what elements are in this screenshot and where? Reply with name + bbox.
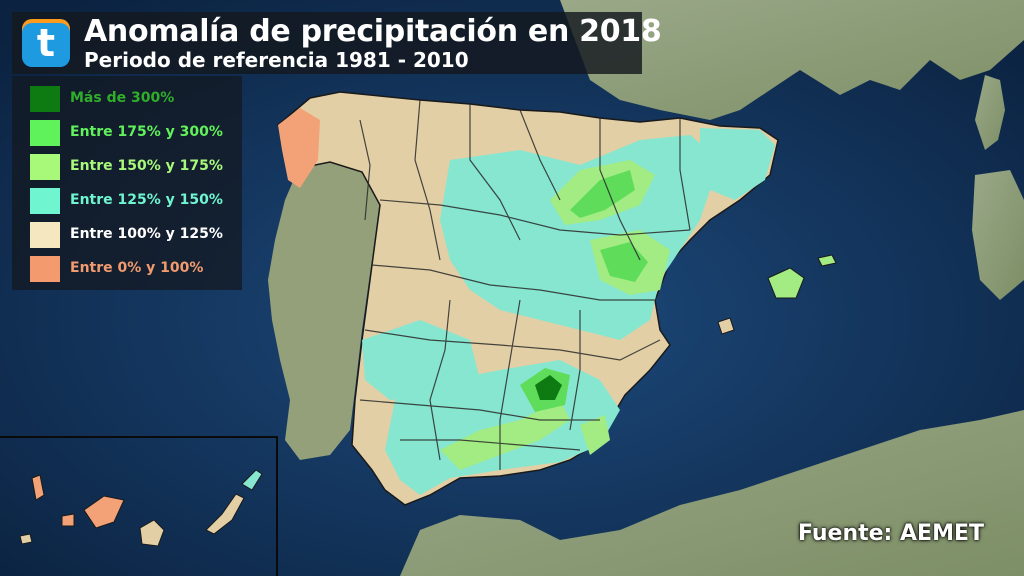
brand-logo: t	[22, 19, 70, 67]
corsica-island	[975, 75, 1005, 150]
lanzarote-island	[241, 469, 263, 491]
legend-label: Entre 125% y 150%	[70, 192, 223, 208]
legend-swatch	[30, 154, 60, 180]
legend-label: Entre 150% y 175%	[70, 158, 223, 174]
canary-islands-inset-frame	[0, 436, 278, 576]
mallorca-island	[767, 267, 805, 299]
legend-item: Entre 175% y 300%	[30, 118, 242, 146]
legend-item: Más de 300%	[30, 84, 242, 112]
canary-islands	[19, 469, 263, 547]
legend-label: Entre 100% y 125%	[70, 226, 223, 242]
portugal-landmass	[268, 160, 380, 460]
legend-swatch	[30, 188, 60, 214]
legend-swatch	[30, 120, 60, 146]
source-credit: Fuente: AEMET	[797, 521, 984, 546]
legend-swatch	[30, 86, 60, 112]
tenerife-island	[83, 495, 125, 529]
el-hierro-island	[19, 533, 33, 545]
title-panel: t Anomalía de precipitación en 2018 Peri…	[12, 12, 662, 74]
province-borders	[359, 99, 691, 470]
legend-panel: Más de 300% Entre 175% y 300% Entre 150% y…	[12, 76, 242, 290]
north-africa-landmass	[400, 410, 1024, 576]
la-palma-island	[31, 474, 45, 501]
gran-canaria-island	[139, 519, 165, 547]
legend-swatch	[30, 256, 60, 282]
legend-item: Entre 100% y 125%	[30, 220, 242, 248]
legend-swatch	[30, 222, 60, 248]
legend-item: Entre 0% y 100%	[30, 254, 242, 282]
ibiza-island	[717, 317, 735, 335]
menorca-island	[817, 254, 837, 267]
sardinia-island	[972, 170, 1024, 300]
extreme-wet-spot	[535, 375, 562, 400]
legend-item: Entre 125% y 150%	[30, 186, 242, 214]
ebro-wettest-region	[570, 170, 635, 218]
galicia-dry-region	[278, 108, 320, 188]
catalonia-wet-region	[700, 128, 775, 200]
legend-label: Más de 300%	[70, 90, 175, 106]
fuerteventura-island	[205, 493, 245, 535]
andalusia-very-wet-region	[440, 400, 570, 470]
legend-item: Entre 150% y 175%	[30, 152, 242, 180]
map-title: Anomalía de precipitación en 2018	[84, 14, 662, 49]
legend-label: Entre 0% y 100%	[70, 260, 204, 276]
la-gomera-island	[61, 513, 75, 527]
west-wet-region	[362, 320, 480, 400]
murcia-very-wet-region	[580, 415, 610, 455]
legend-label: Entre 175% y 300%	[70, 124, 223, 140]
france-landmass	[560, 0, 1024, 120]
map-subtitle: Periodo de referencia 1981 - 2010	[84, 48, 469, 72]
